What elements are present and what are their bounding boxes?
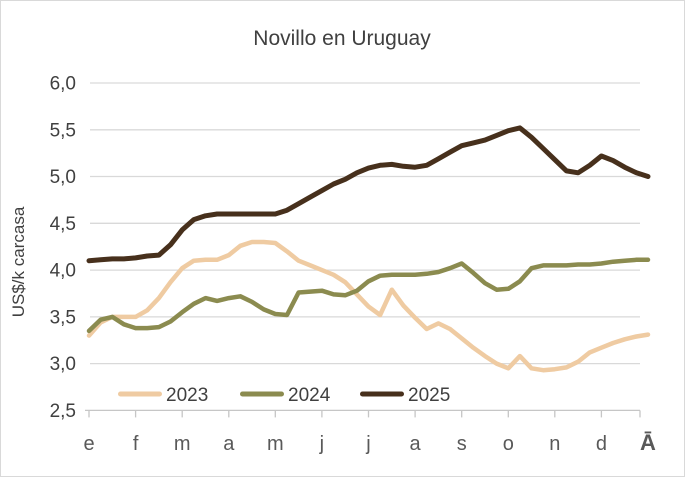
x-tick-label-current: Ā xyxy=(640,430,656,455)
y-tick-label: 6,0 xyxy=(50,74,76,95)
x-tick-label: m xyxy=(267,433,284,455)
legend: 2023 2024 2025 xyxy=(118,385,450,406)
y-tick-label: 5,0 xyxy=(50,167,76,188)
legend-item-2025: 2025 xyxy=(360,385,450,406)
y-tick-label: 2,5 xyxy=(50,401,76,422)
series-line-2024 xyxy=(86,257,651,334)
y-tick-labels: 6,0 5,5 5,0 4,5 4,0 3,5 3,0 2,5 xyxy=(50,74,76,422)
series-line-2023 xyxy=(86,239,651,373)
x-tick-label: f xyxy=(133,433,139,455)
x-axis-line xyxy=(85,409,641,418)
x-tick-label: n xyxy=(549,433,560,455)
y-tick-label: 3,0 xyxy=(50,354,76,375)
x-tick-label: j xyxy=(365,433,370,455)
legend-swatch-2025 xyxy=(360,391,404,397)
y-axis-title: US$/k carcasa xyxy=(9,206,28,317)
x-tick-label: d xyxy=(596,433,607,455)
chart-title: Novillo en Uruguay xyxy=(253,27,431,50)
legend-swatch-2024 xyxy=(240,391,284,397)
series-line-2025 xyxy=(86,125,651,264)
x-tick-label: e xyxy=(83,433,94,455)
x-tick-label: a xyxy=(223,433,235,455)
y-tick-label: 3,5 xyxy=(50,307,76,328)
y-tick-label: 4,5 xyxy=(50,214,76,235)
legend-item-2023: 2023 xyxy=(118,385,208,406)
legend-item-2024: 2024 xyxy=(240,385,331,406)
x-tick-label: a xyxy=(410,433,422,455)
x-tick-label: o xyxy=(503,433,514,455)
x-tick-label: j xyxy=(319,433,324,455)
legend-label-2024: 2024 xyxy=(288,385,331,406)
x-tick-label: s xyxy=(457,433,467,455)
x-tick-label: m xyxy=(174,433,191,455)
series-lines xyxy=(86,125,651,373)
legend-swatch-2023 xyxy=(118,391,162,397)
legend-label-2023: 2023 xyxy=(166,385,208,406)
y-tick-label: 5,5 xyxy=(50,120,76,141)
legend-label-2025: 2025 xyxy=(408,385,450,406)
y-tick-label: 4,0 xyxy=(50,261,76,282)
